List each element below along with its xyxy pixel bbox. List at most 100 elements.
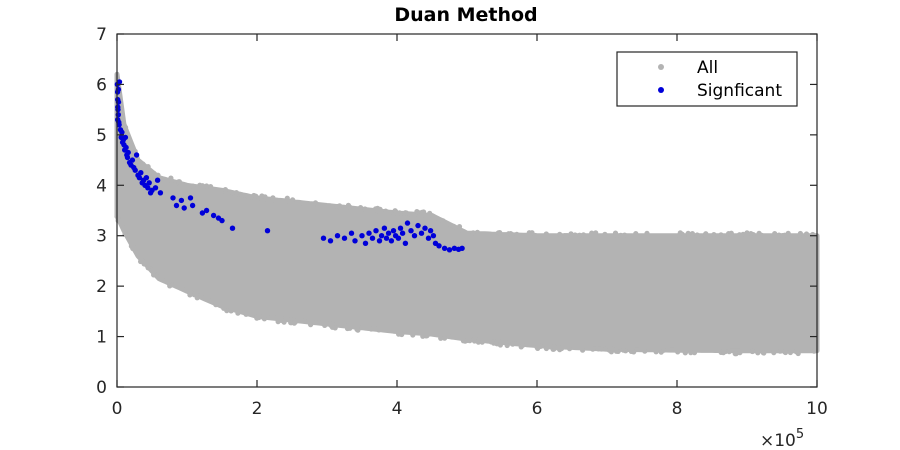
series-signficant-point: [320, 235, 327, 241]
series-signficant-point: [411, 233, 418, 239]
series-all-point: [755, 350, 761, 356]
exponent-prefix: ×10: [760, 431, 796, 450]
series-all-point: [140, 161, 146, 167]
series-all-point: [345, 202, 351, 208]
series-all-point: [376, 327, 382, 333]
series-all-point: [187, 292, 193, 298]
series-signficant-point: [415, 222, 421, 229]
series-all-point: [377, 206, 383, 212]
series-signficant-point: [408, 228, 414, 234]
y-tick-label: 6: [96, 75, 107, 95]
series-all-point: [419, 209, 425, 215]
series-all-point: [399, 331, 405, 338]
series-all-point: [471, 338, 478, 344]
series-signficant-point: [152, 185, 159, 191]
series-all-point: [440, 218, 446, 224]
series-signficant-point: [122, 134, 129, 141]
x-tick-label: 4: [392, 399, 403, 419]
series-all-point: [728, 232, 734, 238]
series-all-point: [543, 231, 549, 237]
series-signficant-point: [436, 243, 442, 249]
series-all-point: [694, 232, 700, 238]
series-signficant-point: [115, 117, 121, 123]
series-signficant-point: [359, 233, 365, 239]
series-signficant-point: [366, 230, 372, 236]
series-all-point: [520, 342, 526, 348]
series-all-point: [145, 164, 151, 170]
series-signficant-point: [123, 144, 129, 151]
series-all-point: [336, 204, 342, 210]
series-all-point: [580, 347, 586, 353]
series-all-point: [740, 231, 746, 237]
series-all-point: [748, 231, 754, 237]
series-signficant-point: [451, 245, 458, 251]
series-all-point: [442, 335, 448, 341]
series-all-point: [368, 326, 374, 332]
series-all-point: [676, 232, 682, 239]
series-signficant-point: [399, 230, 406, 236]
series-all-point: [688, 350, 694, 356]
series-all-point: [168, 175, 174, 181]
series-all-point: [474, 229, 480, 235]
series-signficant-point: [173, 202, 180, 209]
series-all-point: [357, 206, 363, 212]
series-all-point: [756, 230, 762, 236]
series-all-point: [551, 344, 557, 350]
series-signficant-point: [341, 235, 348, 241]
series-all-point: [194, 295, 200, 301]
series-all-point: [782, 349, 789, 356]
series-all-point: [328, 323, 334, 329]
series-signficant-point: [145, 185, 151, 191]
series-signficant-point: [210, 212, 217, 219]
series-signficant-point: [203, 207, 210, 214]
x-tick-label: 6: [532, 399, 543, 419]
series-all-point: [392, 208, 398, 214]
series-all-point: [564, 233, 570, 239]
series-all-point: [547, 344, 553, 350]
series-all-point: [243, 311, 249, 317]
series-all-point: [557, 231, 563, 237]
y-axis: 0 1 2 3 4 5 6 7: [96, 25, 817, 398]
series-all-point: [254, 315, 260, 321]
series-all-point: [703, 231, 709, 237]
series-signficant-point: [430, 233, 437, 239]
y-tick-label: 2: [96, 277, 107, 297]
series-all-point: [620, 347, 627, 353]
series-signficant-point: [199, 210, 206, 216]
series-all-point: [504, 342, 510, 349]
series-signficant-point: [369, 235, 376, 241]
series-all-point: [115, 218, 121, 224]
series-all-point: [772, 231, 778, 237]
y-tick-label: 4: [96, 176, 107, 196]
series-all-point: [622, 232, 628, 238]
series-all-point: [224, 308, 230, 314]
series-all-point: [718, 232, 724, 238]
series-all-point: [609, 346, 616, 352]
series-all-point: [138, 258, 144, 265]
series-all-point: [675, 347, 681, 353]
series-all-point: [795, 350, 801, 357]
series-all-point: [580, 232, 587, 238]
series-all-point: [123, 124, 129, 131]
series-all-point: [488, 339, 494, 345]
series-all-point: [803, 231, 810, 237]
series-signficant-point: [402, 240, 409, 246]
series-all-point: [653, 349, 659, 355]
series-signficant-point: [373, 228, 379, 234]
series-all-point: [208, 184, 214, 190]
series-all-point: [493, 340, 499, 346]
y-tick-label: 1: [96, 328, 107, 348]
series-all-point: [402, 210, 408, 216]
series-signficant-point: [383, 235, 390, 241]
series-all-point: [275, 319, 281, 325]
series-all-point: [644, 230, 650, 236]
svg-text:×105: ×105: [760, 427, 804, 450]
series-signficant-point: [138, 170, 144, 176]
series-all-point: [222, 187, 228, 193]
series-signficant-point: [334, 233, 341, 239]
series-all-point: [190, 183, 196, 189]
x-axis: 0 2 4 6 8 10: [112, 34, 828, 419]
series-all-point: [198, 183, 204, 189]
series-all-point: [308, 322, 314, 328]
series-all-point: [424, 333, 430, 339]
